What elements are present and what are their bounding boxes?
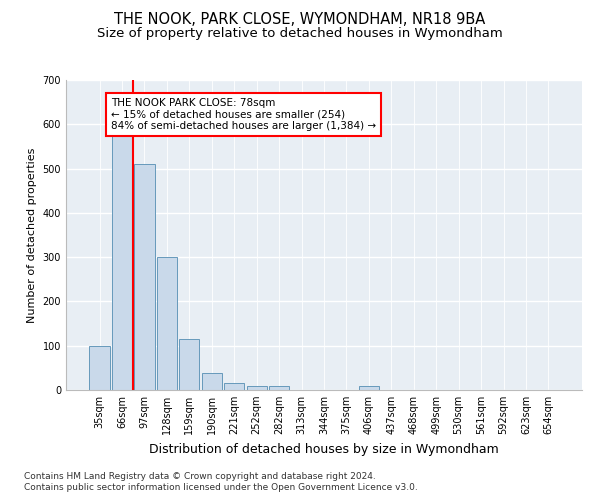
- Text: Contains public sector information licensed under the Open Government Licence v3: Contains public sector information licen…: [24, 484, 418, 492]
- Y-axis label: Number of detached properties: Number of detached properties: [27, 148, 37, 322]
- Bar: [359, 386, 379, 390]
- Bar: [134, 164, 155, 390]
- Bar: [224, 384, 244, 390]
- Bar: [269, 386, 289, 390]
- Text: Contains HM Land Registry data © Crown copyright and database right 2024.: Contains HM Land Registry data © Crown c…: [24, 472, 376, 481]
- Bar: [247, 386, 267, 390]
- Bar: [112, 134, 132, 390]
- Bar: [157, 257, 177, 390]
- Bar: [179, 339, 199, 390]
- Bar: [89, 346, 110, 390]
- Text: Size of property relative to detached houses in Wymondham: Size of property relative to detached ho…: [97, 28, 503, 40]
- Text: THE NOOK, PARK CLOSE, WYMONDHAM, NR18 9BA: THE NOOK, PARK CLOSE, WYMONDHAM, NR18 9B…: [115, 12, 485, 28]
- Text: THE NOOK PARK CLOSE: 78sqm
← 15% of detached houses are smaller (254)
84% of sem: THE NOOK PARK CLOSE: 78sqm ← 15% of deta…: [111, 98, 376, 131]
- X-axis label: Distribution of detached houses by size in Wymondham: Distribution of detached houses by size …: [149, 442, 499, 456]
- Bar: [202, 373, 222, 390]
